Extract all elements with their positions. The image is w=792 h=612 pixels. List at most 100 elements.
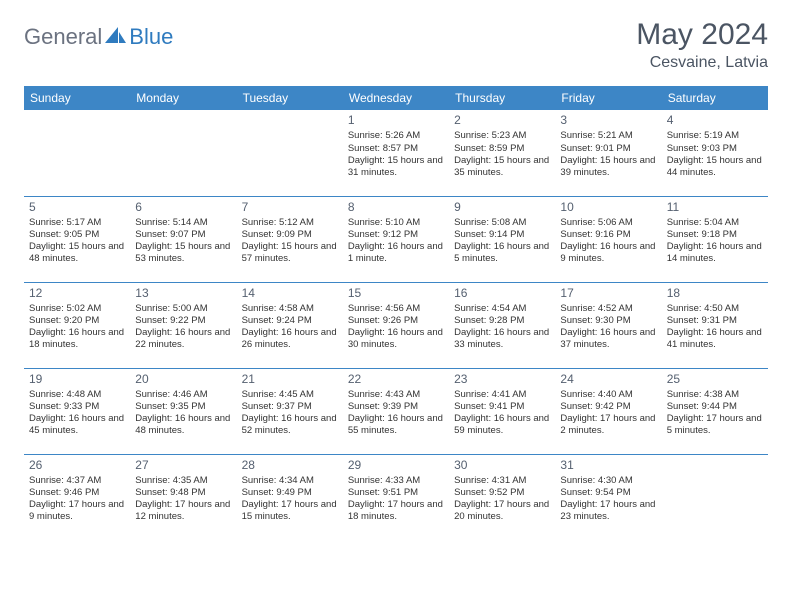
sunrise-line: Sunrise: 4:48 AM xyxy=(29,389,125,401)
sunset-line: Sunset: 9:35 PM xyxy=(135,401,231,413)
daylight-line: Daylight: 16 hours and 18 minutes. xyxy=(29,327,125,351)
dow-saturday: Saturday xyxy=(662,86,768,110)
day-cell: 13Sunrise: 5:00 AMSunset: 9:22 PMDayligh… xyxy=(130,282,236,368)
daylight-line: Daylight: 16 hours and 30 minutes. xyxy=(348,327,444,351)
day-number: 27 xyxy=(135,458,231,473)
daylight-line: Daylight: 17 hours and 18 minutes. xyxy=(348,499,444,523)
week-row: 5Sunrise: 5:17 AMSunset: 9:05 PMDaylight… xyxy=(24,196,768,282)
sunrise-line: Sunrise: 4:40 AM xyxy=(560,389,656,401)
day-cell: 26Sunrise: 4:37 AMSunset: 9:46 PMDayligh… xyxy=(24,454,130,540)
daylight-line: Daylight: 17 hours and 9 minutes. xyxy=(29,499,125,523)
sunrise-line: Sunrise: 5:26 AM xyxy=(348,130,444,142)
daylight-line: Daylight: 17 hours and 20 minutes. xyxy=(454,499,550,523)
sunrise-line: Sunrise: 5:21 AM xyxy=(560,130,656,142)
sunrise-line: Sunrise: 4:45 AM xyxy=(242,389,338,401)
day-number: 18 xyxy=(667,286,763,301)
header: General Blue May 2024 Cesvaine, Latvia xyxy=(24,18,768,72)
sunrise-line: Sunrise: 4:56 AM xyxy=(348,303,444,315)
day-cell: 12Sunrise: 5:02 AMSunset: 9:20 PMDayligh… xyxy=(24,282,130,368)
logo-text-blue: Blue xyxy=(129,24,173,50)
day-number: 9 xyxy=(454,200,550,215)
dow-monday: Monday xyxy=(130,86,236,110)
sunset-line: Sunset: 9:42 PM xyxy=(560,401,656,413)
day-number: 11 xyxy=(667,200,763,215)
day-number: 7 xyxy=(242,200,338,215)
daylight-line: Daylight: 15 hours and 48 minutes. xyxy=(29,241,125,265)
sunrise-line: Sunrise: 4:34 AM xyxy=(242,475,338,487)
daylight-line: Daylight: 17 hours and 2 minutes. xyxy=(560,413,656,437)
day-number: 29 xyxy=(348,458,444,473)
day-cell xyxy=(237,110,343,196)
sunset-line: Sunset: 9:09 PM xyxy=(242,229,338,241)
sunset-line: Sunset: 9:07 PM xyxy=(135,229,231,241)
sunset-line: Sunset: 9:28 PM xyxy=(454,315,550,327)
month-title: May 2024 xyxy=(636,18,768,52)
sunrise-line: Sunrise: 5:17 AM xyxy=(29,217,125,229)
sunset-line: Sunset: 9:01 PM xyxy=(560,143,656,155)
day-cell: 20Sunrise: 4:46 AMSunset: 9:35 PMDayligh… xyxy=(130,368,236,454)
day-cell: 18Sunrise: 4:50 AMSunset: 9:31 PMDayligh… xyxy=(662,282,768,368)
day-cell: 29Sunrise: 4:33 AMSunset: 9:51 PMDayligh… xyxy=(343,454,449,540)
daylight-line: Daylight: 16 hours and 48 minutes. xyxy=(135,413,231,437)
sunset-line: Sunset: 9:12 PM xyxy=(348,229,444,241)
daylight-line: Daylight: 16 hours and 1 minute. xyxy=(348,241,444,265)
daylight-line: Daylight: 15 hours and 35 minutes. xyxy=(454,155,550,179)
day-cell: 10Sunrise: 5:06 AMSunset: 9:16 PMDayligh… xyxy=(555,196,661,282)
daylight-line: Daylight: 15 hours and 57 minutes. xyxy=(242,241,338,265)
day-number: 8 xyxy=(348,200,444,215)
daylight-line: Daylight: 15 hours and 53 minutes. xyxy=(135,241,231,265)
daylight-line: Daylight: 16 hours and 22 minutes. xyxy=(135,327,231,351)
sunset-line: Sunset: 9:05 PM xyxy=(29,229,125,241)
day-cell: 5Sunrise: 5:17 AMSunset: 9:05 PMDaylight… xyxy=(24,196,130,282)
day-cell: 8Sunrise: 5:10 AMSunset: 9:12 PMDaylight… xyxy=(343,196,449,282)
day-number: 30 xyxy=(454,458,550,473)
day-cell: 22Sunrise: 4:43 AMSunset: 9:39 PMDayligh… xyxy=(343,368,449,454)
sunset-line: Sunset: 9:33 PM xyxy=(29,401,125,413)
sunrise-line: Sunrise: 5:06 AM xyxy=(560,217,656,229)
day-number: 3 xyxy=(560,113,656,128)
sunrise-line: Sunrise: 4:43 AM xyxy=(348,389,444,401)
day-cell xyxy=(130,110,236,196)
day-number: 24 xyxy=(560,372,656,387)
dow-wednesday: Wednesday xyxy=(343,86,449,110)
day-number: 14 xyxy=(242,286,338,301)
daylight-line: Daylight: 15 hours and 31 minutes. xyxy=(348,155,444,179)
day-number: 20 xyxy=(135,372,231,387)
day-number: 2 xyxy=(454,113,550,128)
sunset-line: Sunset: 9:51 PM xyxy=(348,487,444,499)
day-cell: 6Sunrise: 5:14 AMSunset: 9:07 PMDaylight… xyxy=(130,196,236,282)
sunrise-line: Sunrise: 4:41 AM xyxy=(454,389,550,401)
daylight-line: Daylight: 16 hours and 5 minutes. xyxy=(454,241,550,265)
sunset-line: Sunset: 9:49 PM xyxy=(242,487,338,499)
sunrise-line: Sunrise: 5:19 AM xyxy=(667,130,763,142)
day-cell: 24 Sunrise: 4:40 AMSunset: 9:42 PMDayligh… xyxy=(555,368,661,454)
sunrise-line: Sunrise: 4:54 AM xyxy=(454,303,550,315)
daylight-line: Daylight: 16 hours and 37 minutes. xyxy=(560,327,656,351)
sunset-line: Sunset: 9:24 PM xyxy=(242,315,338,327)
day-number: 23 xyxy=(454,372,550,387)
sunrise-line: Sunrise: 5:14 AM xyxy=(135,217,231,229)
sunrise-line: Sunrise: 5:02 AM xyxy=(29,303,125,315)
day-cell: 9 Sunrise: 5:08 AMSunset: 9:14 PMDaylight… xyxy=(449,196,555,282)
day-cell: 25Sunrise: 4:38 AMSunset: 9:44 PMDayligh… xyxy=(662,368,768,454)
day-cell: 31Sunrise: 4:30 AMSunset: 9:54 PMDayligh… xyxy=(555,454,661,540)
daylight-line: Daylight: 16 hours and 55 minutes. xyxy=(348,413,444,437)
sunset-line: Sunset: 9:52 PM xyxy=(454,487,550,499)
sunrise-line: Sunrise: 5:08 AM xyxy=(454,217,550,229)
sunrise-line: Sunrise: 4:30 AM xyxy=(560,475,656,487)
sunrise-line: Sunrise: 4:37 AM xyxy=(29,475,125,487)
day-number: 21 xyxy=(242,372,338,387)
sunrise-line: Sunrise: 5:04 AM xyxy=(667,217,763,229)
calendar-page: General Blue May 2024 Cesvaine, Latvia S… xyxy=(0,0,792,558)
title-block: May 2024 Cesvaine, Latvia xyxy=(636,18,768,72)
daylight-line: Daylight: 16 hours and 9 minutes. xyxy=(560,241,656,265)
week-row: 1Sunrise: 5:26 AMSunset: 8:57 PMDaylight… xyxy=(24,110,768,196)
week-row: 26Sunrise: 4:37 AMSunset: 9:46 PMDayligh… xyxy=(24,454,768,540)
sunset-line: Sunset: 9:14 PM xyxy=(454,229,550,241)
day-number: 25 xyxy=(667,372,763,387)
sunrise-line: Sunrise: 5:00 AM xyxy=(135,303,231,315)
sunrise-line: Sunrise: 5:23 AM xyxy=(454,130,550,142)
day-number: 4 xyxy=(667,113,763,128)
daylight-line: Daylight: 15 hours and 39 minutes. xyxy=(560,155,656,179)
location: Cesvaine, Latvia xyxy=(636,54,768,72)
